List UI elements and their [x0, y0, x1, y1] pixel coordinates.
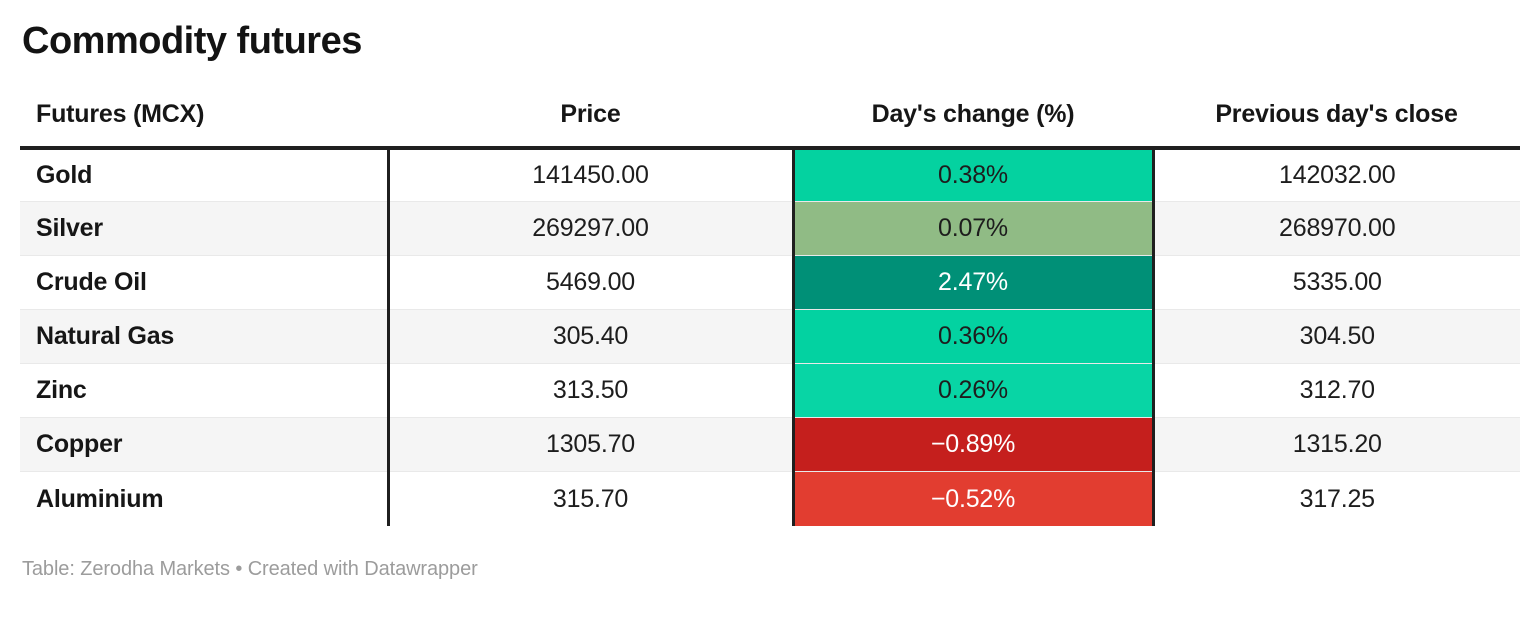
futures-name-cell: Crude Oil: [20, 255, 390, 310]
futures-name-cell: Gold: [20, 147, 390, 202]
page-title: Commodity futures: [22, 20, 362, 62]
price-cell: 1305.70: [388, 417, 793, 472]
table-row: Gold 141450.00 0.38% 142032.00: [20, 147, 1520, 202]
table-row: Copper 1305.70 −0.89% 1315.20: [20, 417, 1520, 472]
day-change-cell: 0.36%: [791, 309, 1155, 364]
prev-close-cell: 268970.00: [1153, 201, 1520, 256]
table-row: Silver 269297.00 0.07% 268970.00: [20, 201, 1520, 256]
day-change-cell: 0.07%: [791, 201, 1155, 256]
attribution-footer: Table: Zerodha Markets • Created with Da…: [22, 557, 478, 580]
table-row: Zinc 313.50 0.26% 312.70: [20, 363, 1520, 418]
prev-close-cell: 304.50: [1153, 309, 1520, 364]
futures-name-cell: Copper: [20, 417, 390, 472]
column-header-day-change: Day's change (%): [793, 99, 1153, 150]
day-change-cell: 0.26%: [791, 363, 1155, 418]
table-row: Natural Gas 305.40 0.36% 304.50: [20, 309, 1520, 364]
prev-close-cell: 142032.00: [1279, 161, 1396, 190]
price-cell: 269297.00: [388, 201, 793, 256]
prev-close-cell: 312.70: [1153, 363, 1520, 418]
day-change-cell: −0.52%: [791, 471, 1155, 526]
price-cell: 315.70: [388, 471, 793, 526]
futures-name-cell: Natural Gas: [20, 309, 390, 364]
column-header-prev-close: Previous day's close: [1153, 99, 1520, 150]
table-row: Aluminium 315.70 −0.52% 317.25: [20, 471, 1520, 526]
prev-close-cell: 317.25: [1153, 471, 1520, 526]
price-cell: 313.50: [388, 363, 793, 418]
page: Commodity futures Futures (MCX) Price Da…: [20, 20, 1520, 580]
price-cell: 5469.00: [388, 255, 793, 310]
header-row: Futures (MCX) Price Day's change (%) Pre…: [20, 99, 1520, 150]
day-change-cell: −0.89%: [791, 417, 1155, 472]
table-row: Crude Oil 5469.00 2.47% 5335.00: [20, 255, 1520, 310]
futures-name-cell: Aluminium: [20, 471, 390, 526]
prev-close-cell: 5335.00: [1153, 255, 1520, 310]
price-cell: 141450.00: [532, 161, 649, 190]
futures-name-cell: Zinc: [20, 363, 390, 418]
day-change-cell: 2.47%: [791, 255, 1155, 310]
day-change-cell: 0.38%: [791, 147, 1155, 202]
prev-close-cell: 1315.20: [1153, 417, 1520, 472]
futures-name-cell: Silver: [20, 201, 390, 256]
commodity-futures-table: Futures (MCX) Price Day's change (%) Pre…: [20, 99, 1520, 526]
price-cell: 305.40: [388, 309, 793, 364]
column-header-price: Price: [388, 99, 793, 150]
column-header-futures: Futures (MCX): [20, 99, 388, 150]
